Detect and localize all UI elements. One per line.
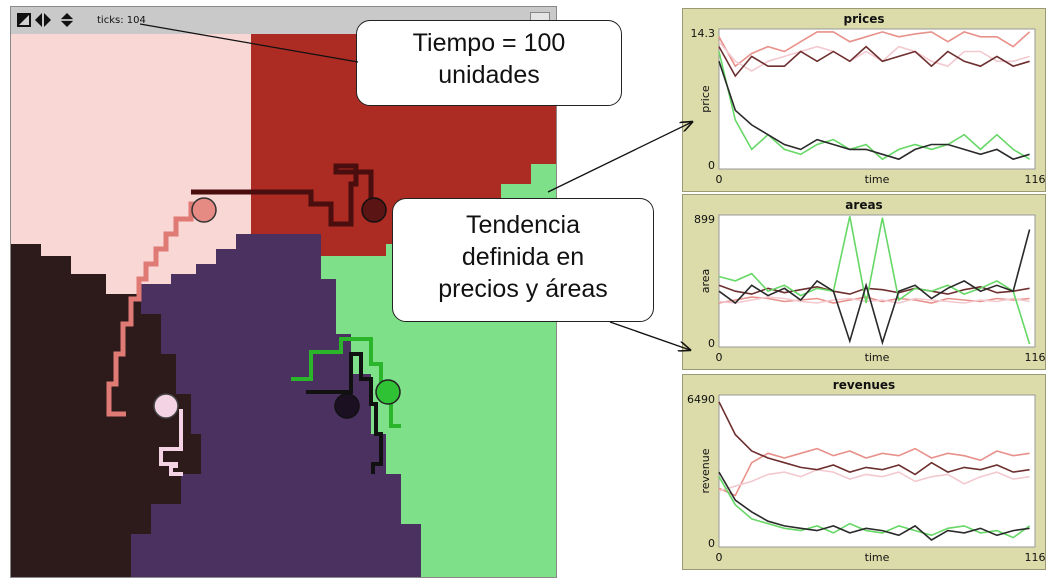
time-callout-line-1: Tiempo = 100 — [412, 29, 566, 57]
x-max-label: 116 — [1025, 551, 1046, 564]
y-axis-label: price — [699, 85, 712, 113]
revenues-plot[interactable]: revenues 6490 0 0 116 time revenue — [682, 374, 1046, 570]
areas-arrow — [609, 321, 690, 350]
time-callout: Tiempo = 100 unidades — [356, 20, 622, 106]
x-max-label: 116 — [1025, 351, 1046, 364]
plot-area — [718, 394, 1036, 548]
x-min-label: 0 — [716, 351, 723, 364]
plot-title: prices — [843, 12, 885, 26]
y-max-label: 6490 — [687, 393, 715, 406]
trend-callout: Tendencia definida en precios y áreas — [392, 198, 654, 322]
plot-title: areas — [845, 198, 883, 212]
revenues-chart: 6490 00 116 time revenue — [687, 393, 1046, 564]
series-line-4 — [718, 61, 1030, 161]
x-min-label: 0 — [716, 551, 723, 564]
ticks-counter: ticks: 104 — [97, 15, 146, 26]
trend-callout-line-1: Tendencia — [466, 211, 580, 239]
lightpink-agent-trail — [159, 409, 183, 476]
areas-chart: 899 00 116 time area — [694, 213, 1046, 364]
x-min-label: 0 — [716, 173, 723, 186]
prices-chart: 14.3 00 116 time price — [691, 27, 1046, 186]
series-line-3 — [718, 476, 1031, 539]
series-line-0 — [718, 31, 1031, 68]
black-agent[interactable] — [334, 393, 360, 419]
y-max-label: 14.3 — [691, 27, 716, 40]
series-line-2 — [718, 401, 1030, 476]
lightpink-agent[interactable] — [153, 393, 179, 419]
series-line-1 — [718, 41, 1030, 73]
resize-icon[interactable] — [17, 13, 31, 27]
y-min-label: 0 — [708, 537, 715, 550]
prices-arrow — [547, 122, 692, 193]
y-min-label: 0 — [708, 337, 715, 350]
darkred-agent-trail — [191, 163, 374, 227]
series-line-4 — [718, 229, 1031, 346]
pink-region — [11, 34, 251, 294]
x-axis-label: time — [865, 551, 890, 564]
time-callout-line-2: unidades — [438, 61, 540, 89]
vertical-arrows-icon[interactable] — [59, 13, 75, 27]
series-line-0 — [718, 447, 1030, 497]
x-axis-label: time — [865, 173, 890, 186]
y-max-label: 899 — [694, 213, 715, 226]
plot-area — [718, 28, 1036, 170]
series-line-1 — [718, 468, 1030, 492]
x-max-label: 116 — [1025, 173, 1046, 186]
darkred-agent[interactable] — [361, 197, 387, 223]
trend-callout-line-3: precios y áreas — [438, 275, 608, 303]
pink-agent-trail — [106, 201, 201, 417]
pink-agent[interactable] — [191, 197, 217, 223]
series-line-4 — [718, 471, 1030, 541]
y-axis-label: area — [699, 269, 712, 294]
black-agent-trail — [306, 352, 383, 474]
areas-plot[interactable]: areas 899 0 0 116 time area — [682, 194, 1046, 370]
y-axis-label: revenue — [699, 448, 712, 493]
plot-area — [718, 214, 1036, 348]
horizontal-arrows-icon[interactable] — [35, 13, 51, 27]
series-line-2 — [718, 284, 1030, 295]
darkbrown-region — [11, 244, 201, 577]
green-agent[interactable] — [375, 379, 401, 405]
trend-callout-line-2: definida en — [461, 243, 585, 271]
series-line-2 — [718, 45, 1030, 78]
plot-title: revenues — [832, 378, 896, 392]
y-min-label: 0 — [708, 159, 715, 172]
prices-plot[interactable]: prices 14.3 0 0 116 time price — [682, 8, 1046, 192]
x-axis-label: time — [865, 351, 890, 364]
series-line-1 — [718, 296, 1030, 304]
